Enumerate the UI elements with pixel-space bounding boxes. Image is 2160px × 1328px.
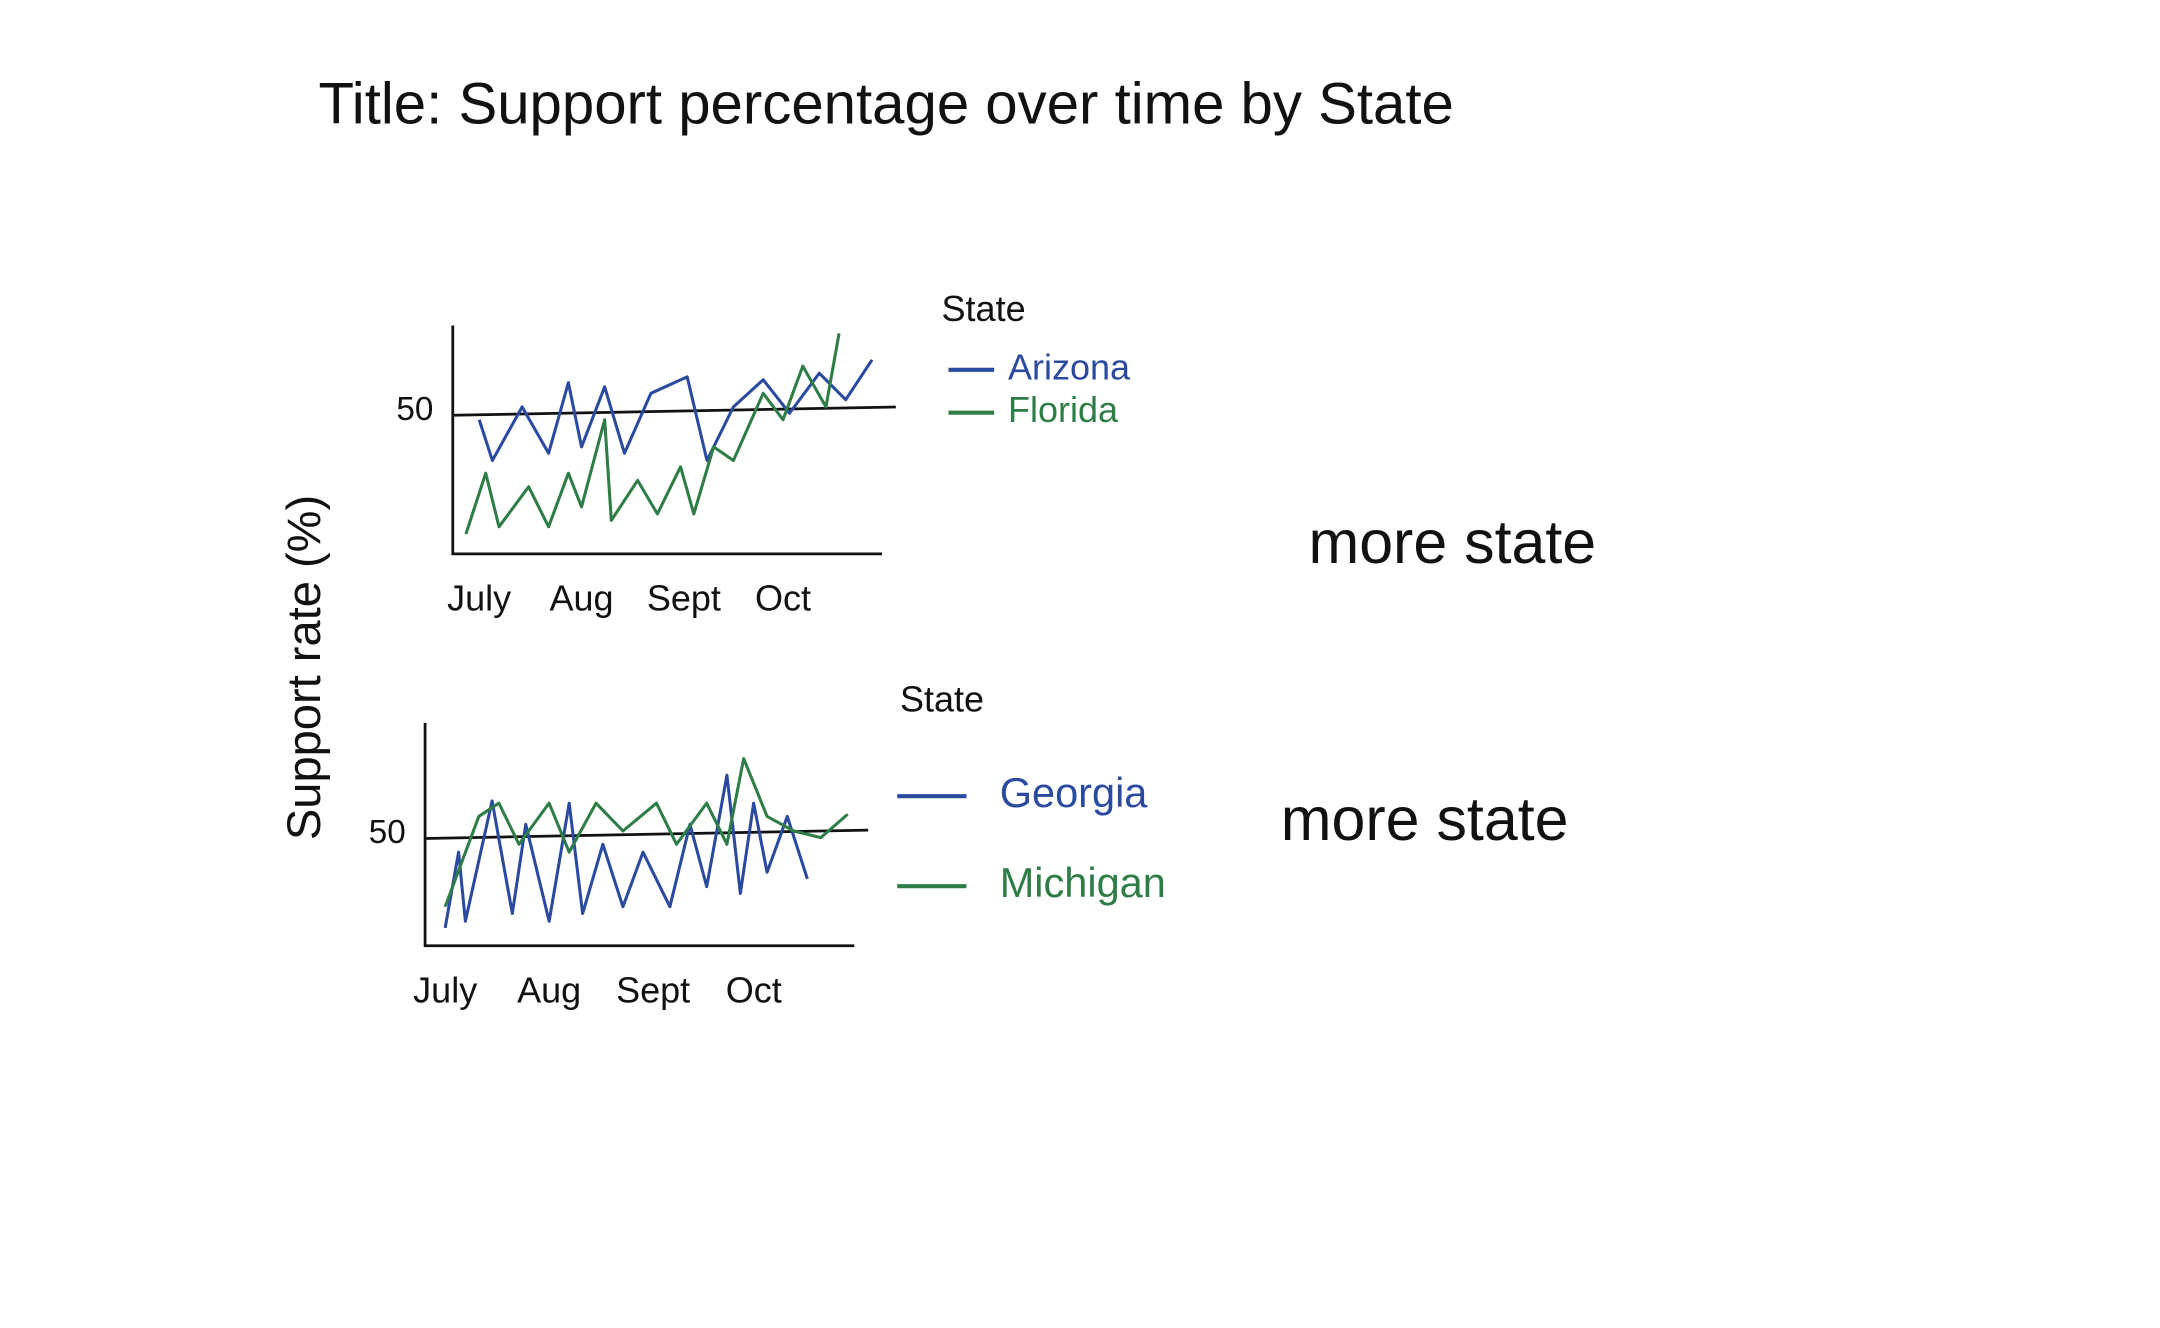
series-line bbox=[477, 358, 874, 462]
series-line bbox=[443, 757, 849, 908]
x-tick-label: Oct bbox=[726, 969, 782, 1010]
series-line bbox=[443, 773, 809, 929]
y-axis-label: Support rate (%) bbox=[277, 495, 330, 840]
axes bbox=[451, 325, 882, 556]
x-tick-label: July bbox=[447, 578, 511, 619]
x-tick-label: Aug bbox=[517, 969, 581, 1010]
series-line bbox=[464, 333, 841, 535]
legend-title: State bbox=[942, 288, 1026, 329]
y-tick-label: 50 bbox=[369, 814, 406, 851]
y-tick-label: 50 bbox=[396, 391, 433, 428]
axes bbox=[423, 722, 855, 948]
legend-title: State bbox=[900, 679, 984, 720]
legend-label: Florida bbox=[1008, 389, 1119, 430]
legend-label: Arizona bbox=[1008, 346, 1131, 387]
x-tick-label: July bbox=[413, 969, 477, 1010]
x-tick-label: Sept bbox=[647, 578, 721, 619]
x-tick-label: Aug bbox=[550, 578, 614, 619]
annotation: more state bbox=[1281, 785, 1569, 853]
page-title: Title: Support percentage over time by S… bbox=[318, 71, 1453, 136]
x-tick-label: Oct bbox=[755, 578, 811, 619]
x-tick-label: Sept bbox=[616, 969, 690, 1010]
legend-label: Michigan bbox=[1000, 859, 1166, 906]
annotation: more state bbox=[1308, 508, 1596, 576]
legend-label: Georgia bbox=[1000, 769, 1149, 816]
